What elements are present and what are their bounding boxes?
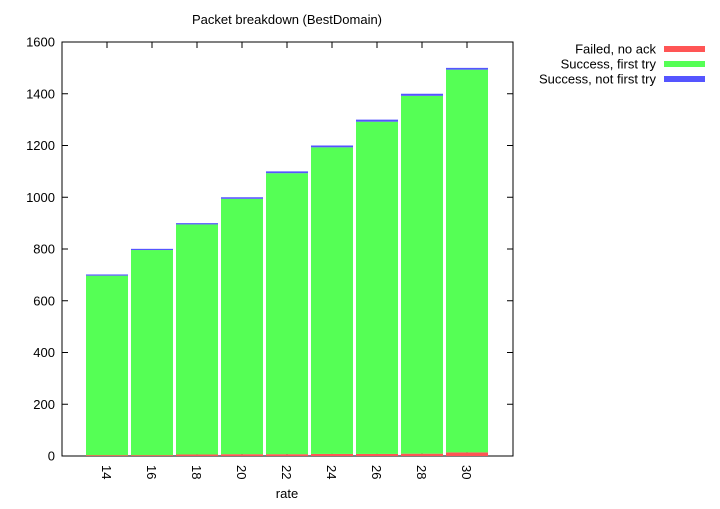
bar-segment-20-series-1 (221, 198, 263, 455)
bar-segment-26-series-0 (356, 453, 398, 456)
bar-segment-24-series-0 (311, 453, 353, 456)
x-tick-label: 18 (189, 465, 204, 479)
x-tick-label: 28 (414, 465, 429, 479)
legend-swatch (664, 61, 705, 67)
legend-swatch (664, 46, 705, 52)
bar-segment-22-series-1 (266, 173, 308, 455)
y-tick-label: 800 (33, 242, 55, 257)
bar-segment-16-series-0 (131, 454, 173, 456)
bar-segment-26-series-2 (356, 119, 398, 122)
bar-segment-14-series-0 (86, 454, 128, 456)
y-tick-label: 0 (48, 449, 55, 464)
x-tick-label: 30 (459, 465, 474, 479)
bar-segment-24-series-1 (311, 147, 353, 454)
x-tick-label: 26 (369, 465, 384, 479)
bars (86, 67, 488, 456)
bar-segment-22-series-0 (266, 454, 308, 456)
y-tick-label: 600 (33, 293, 55, 308)
x-axis-label: rate (276, 486, 298, 501)
bar-segment-28-series-1 (401, 95, 443, 454)
bar-segment-30-series-1 (446, 69, 488, 453)
chart-title: Packet breakdown (BestDomain) (192, 12, 382, 27)
y-tick-label: 1000 (26, 190, 55, 205)
y-tick-label: 1600 (26, 35, 55, 50)
x-tick-label: 16 (144, 465, 159, 479)
bar-segment-30-series-2 (446, 67, 488, 70)
bar-segment-16-series-2 (131, 248, 173, 251)
bar-segment-20-series-2 (221, 197, 263, 199)
bar-segment-14-series-2 (86, 274, 128, 276)
x-tick-label: 22 (279, 465, 294, 479)
x-tick-label: 14 (99, 465, 114, 479)
y-tick-label: 400 (33, 345, 55, 360)
legend-label: Success, first try (561, 57, 657, 72)
y-tick-label: 1400 (26, 86, 55, 101)
y-tick-label: 1200 (26, 138, 55, 153)
bar-segment-16-series-1 (131, 250, 173, 456)
bar-segment-22-series-2 (266, 171, 308, 174)
bar-segment-26-series-1 (356, 121, 398, 454)
bar-segment-14-series-1 (86, 275, 128, 456)
legend-swatch (664, 76, 705, 82)
x-tick-label: 24 (324, 465, 339, 479)
bar-segment-30-series-0 (446, 452, 488, 456)
bar-segment-18-series-1 (176, 224, 218, 455)
x-tick-label: 20 (234, 465, 249, 479)
bar-segment-28-series-2 (401, 93, 443, 96)
y-tick-label: 200 (33, 397, 55, 412)
bar-segment-28-series-0 (401, 453, 443, 456)
bar-segment-24-series-2 (311, 145, 353, 148)
legend-label: Success, not first try (539, 72, 657, 87)
axes: 0 200 400 600 800 1000 1200 1400 1600 14 16 18 20 22 2… (26, 35, 514, 479)
bar-segment-18-series-0 (176, 454, 218, 456)
legend-label: Failed, no ack (575, 42, 656, 57)
bar-segment-20-series-0 (221, 454, 263, 456)
bar-segment-18-series-2 (176, 223, 218, 225)
